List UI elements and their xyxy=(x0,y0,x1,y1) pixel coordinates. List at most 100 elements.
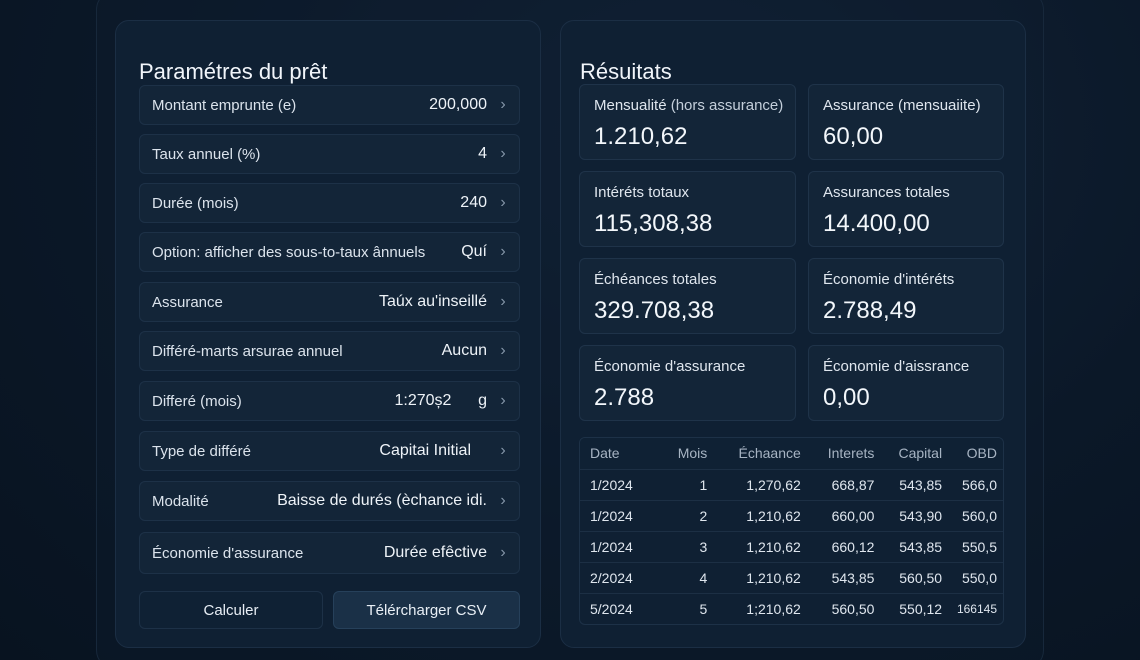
chevron-right-icon: › xyxy=(500,96,506,113)
table-cell: 5 xyxy=(655,592,712,624)
table-cell: 566,0 xyxy=(946,468,1003,500)
table-cell: 543,85 xyxy=(878,468,947,500)
param-label: Durée (mois) xyxy=(152,194,239,212)
param-value: Aucun xyxy=(441,342,487,359)
results-title: Résuitats xyxy=(580,59,672,84)
table-cell: 1 xyxy=(655,468,712,500)
chevron-right-icon: › xyxy=(500,544,506,561)
table-cell: 166145 xyxy=(946,592,1003,624)
card-label: Économie d'aissrance xyxy=(823,358,970,375)
param-label: Option: afficher des sous-to-taux ânnuel… xyxy=(152,243,426,261)
card-label: Assurance (mensuaiite) xyxy=(823,97,981,114)
param-row-differe-marts[interactable]: Différé-marts arsurae annuel Aucun › xyxy=(139,331,520,371)
param-value: 4 xyxy=(478,145,487,162)
param-label: Differé (mois) xyxy=(152,392,242,410)
table-row: 2/2024 4 1,210,62 543,85 560,50 550,0 xyxy=(580,561,1003,593)
amortization-table: Date Mois Échaance Interets Capital OBD … xyxy=(579,437,1004,625)
param-label: Économie d'assurance xyxy=(152,544,304,562)
param-value: 200,000 xyxy=(429,96,487,113)
card-assurances-totales: Assurances totales 14.400,00 xyxy=(808,171,1004,247)
param-label: Montant emprunte (e) xyxy=(152,96,297,114)
table-cell: 543,85 xyxy=(878,530,947,562)
card-label: Mensualité (hors assurance) xyxy=(594,97,783,114)
card-value: 60,00 xyxy=(823,123,884,150)
table-cell: 543,90 xyxy=(878,499,947,531)
card-interets-totaux: Intéréts totaux 115,308,38 xyxy=(579,171,796,247)
table-cell: 1,270,62 xyxy=(711,468,805,500)
download-csv-button[interactable]: Télércharger CSV xyxy=(333,591,520,629)
param-value: Taúx au'inseillé xyxy=(378,293,487,310)
chevron-right-icon: › xyxy=(500,293,506,310)
column-header: Interets xyxy=(804,438,879,469)
param-row-assurance[interactable]: Assurance Taúx au'inseillé › xyxy=(139,282,520,322)
param-value: 240 xyxy=(460,194,487,211)
table-cell: 3 xyxy=(655,530,712,562)
param-value: 1:270ș2 g xyxy=(394,392,487,409)
chevron-right-icon: › xyxy=(500,392,506,409)
card-echeances-totales: Échéances totales 329.708,38 xyxy=(579,258,796,334)
table-row: 1/2024 1 1,270,62 668,87 543,85 566,0 xyxy=(580,468,1003,500)
param-label: Modalité xyxy=(152,492,209,510)
table-row: 5/2024 5 1;210,62 560,50 550,12 166145 xyxy=(580,592,1003,624)
table-cell: 560,50 xyxy=(878,561,947,593)
table-cell: 660,12 xyxy=(804,530,879,562)
table-cell: 5/2024 xyxy=(580,592,656,624)
param-label: Assurance xyxy=(152,293,223,311)
chevron-right-icon: › xyxy=(500,194,506,211)
param-label: Différé-marts arsurae annuel xyxy=(152,342,343,360)
param-value: Baisse de durés (èchance idi. xyxy=(277,492,487,509)
param-row-option[interactable]: Option: afficher des sous-to-taux ânnuel… xyxy=(139,232,520,272)
card-mensualite: Mensualité (hors assurance) 1.210,62 xyxy=(579,84,796,160)
column-header: Échaance xyxy=(711,438,805,469)
param-row-type-differe[interactable]: Type de différé Capitai Initial › xyxy=(139,431,520,471)
param-row-differe-mois[interactable]: Differé (mois) 1:270ș2 g › xyxy=(139,381,520,421)
chevron-right-icon: › xyxy=(500,492,506,509)
card-economie-assurance: Économie d'assurance 2.788 xyxy=(579,345,796,421)
chevron-right-icon: › xyxy=(500,442,506,459)
column-header: Mois xyxy=(655,438,712,469)
card-value: 329.708,38 xyxy=(594,297,715,324)
param-label: Type de différé xyxy=(152,442,251,460)
table-cell: 560,0 xyxy=(946,499,1003,531)
card-value: 1.210,62 xyxy=(594,123,688,150)
table-cell: 2/2024 xyxy=(580,561,656,593)
card-value: 115,308,38 xyxy=(594,210,713,237)
column-header: Date xyxy=(580,438,656,469)
card-economie-interets: Économie d'intéréts 2.788,49 xyxy=(808,258,1004,334)
chevron-right-icon: › xyxy=(500,243,506,260)
table-header-row: Date Mois Échaance Interets Capital OBD xyxy=(580,438,1003,469)
card-label: Économie d'assurance xyxy=(594,358,746,375)
table-cell: 1,210,62 xyxy=(711,499,805,531)
card-value: 14.400,00 xyxy=(823,210,930,237)
table-cell: 550,0 xyxy=(946,561,1003,593)
table-cell: 560,50 xyxy=(804,592,879,624)
table-cell: 550,5 xyxy=(946,530,1003,562)
param-row-economie-assurance[interactable]: Économie d'assurance Durée efêctive › xyxy=(139,532,520,574)
table-cell: 2 xyxy=(655,499,712,531)
card-label: Économie d'intéréts xyxy=(823,271,955,288)
table-cell: 1/2024 xyxy=(580,499,656,531)
card-label-sub: (hors assurance) xyxy=(666,97,784,114)
chevron-right-icon: › xyxy=(500,145,506,162)
column-header: OBD xyxy=(946,438,1003,469)
card-label-main: Mensualité xyxy=(594,97,667,114)
param-row-taux[interactable]: Taux annuel (%) 4 › xyxy=(139,134,520,174)
card-value: 0,00 xyxy=(823,384,870,411)
calculate-button[interactable]: Calculer xyxy=(139,591,323,629)
table-cell: 1,210,62 xyxy=(711,561,805,593)
param-value: Capitai Initial xyxy=(379,442,471,459)
loan-parameters-panel: Paramétres du prêt Montant emprunte (e) … xyxy=(115,20,541,648)
table-row: 1/2024 3 1,210,62 660,12 543,85 550,5 xyxy=(580,530,1003,562)
table-cell: 550,12 xyxy=(878,592,947,624)
table-cell: 668,87 xyxy=(804,468,879,500)
column-header: Capital xyxy=(878,438,947,469)
param-value: Durée efêctive xyxy=(383,544,487,561)
results-panel: Résuitats Mensualité (hors assurance) 1.… xyxy=(560,20,1026,648)
param-row-duree[interactable]: Durée (mois) 240 › xyxy=(139,183,520,223)
table-row: 1/2024 2 1,210,62 660,00 543,90 560,0 xyxy=(580,499,1003,531)
param-row-montant[interactable]: Montant emprunte (e) 200,000 › xyxy=(139,85,520,125)
param-row-modalite[interactable]: Modalité Baisse de durés (èchance idi. › xyxy=(139,481,520,521)
table-cell: 4 xyxy=(655,561,712,593)
card-label: Intéréts totaux xyxy=(594,184,690,201)
